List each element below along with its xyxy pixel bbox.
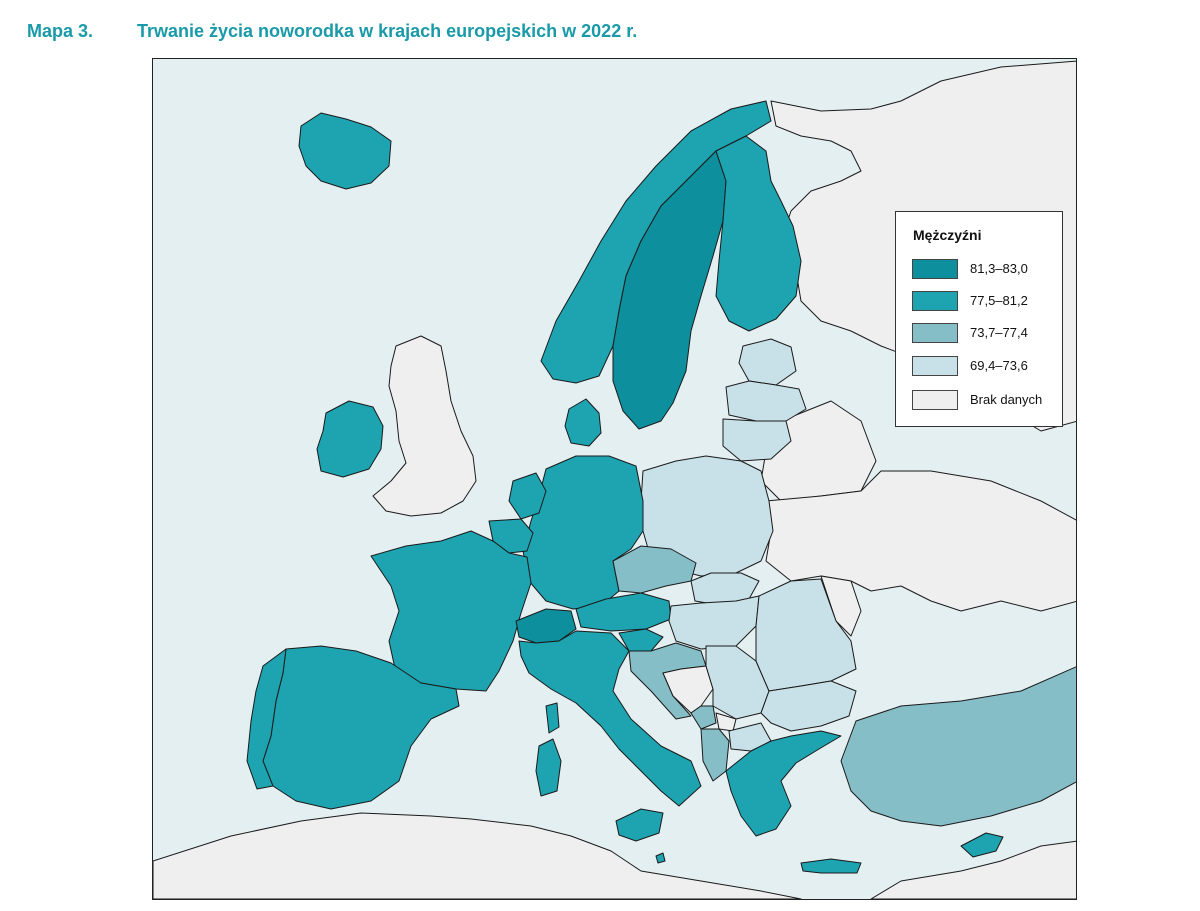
legend-title: Mężczyźni [913, 227, 982, 243]
europe-map [153, 60, 1076, 899]
country-cyprus [960, 832, 1004, 858]
legend-label-4: 69,4–73,6 [970, 358, 1028, 373]
island-sicily [615, 808, 664, 842]
country-denmark [564, 398, 602, 447]
region-north-africa [153, 812, 802, 899]
legend-label-1: 81,3–83,0 [970, 261, 1028, 276]
map-legend: Mężczyźni 81,3–83,0 77,5–81,2 73,7–77,4 … [895, 211, 1063, 427]
island-crete [800, 858, 862, 874]
country-hungary [668, 595, 760, 650]
island-sardinia [535, 738, 562, 797]
legend-label-3: 73,7–77,4 [970, 325, 1028, 340]
country-iceland [298, 112, 392, 190]
country-albania [700, 728, 730, 782]
country-france [370, 530, 532, 692]
country-bosnia [662, 665, 714, 714]
country-italy [518, 630, 702, 807]
country-latvia [725, 380, 807, 422]
legend-swatch-1 [912, 259, 958, 279]
map-frame: Mężczyźni 81,3–83,0 77,5–81,2 73,7–77,4 … [152, 58, 1077, 900]
country-netherlands [508, 472, 547, 520]
legend-swatch-3 [912, 323, 958, 343]
country-ireland [316, 400, 384, 478]
legend-item-2: 77,5–81,2 [912, 291, 1062, 311]
legend-label-5: Brak danych [970, 392, 1043, 407]
legend-item-3: 73,7–77,4 [912, 323, 1062, 343]
black-sea [861, 616, 1061, 706]
legend-item-5: Brak danych [912, 390, 1062, 410]
country-bulgaria [760, 680, 857, 732]
legend-label-2: 77,5–81,2 [970, 293, 1028, 308]
region-east-africa [870, 840, 1076, 899]
island-corsica [545, 702, 560, 734]
legend-swatch-4 [912, 356, 958, 376]
country-ukraine [765, 470, 1076, 612]
country-slovakia [690, 572, 760, 606]
country-switzerland [515, 608, 577, 644]
legend-swatch-2 [912, 291, 958, 311]
country-lithuania [722, 418, 792, 462]
country-serbia [705, 645, 770, 720]
legend-swatch-5 [912, 390, 958, 410]
country-montenegro [690, 705, 717, 730]
country-malta [655, 852, 666, 864]
country-finland [715, 135, 802, 332]
legend-item-1: 81,3–83,0 [912, 259, 1062, 279]
country-turkey [840, 666, 1076, 827]
country-uk [372, 335, 477, 517]
country-slovenia [618, 628, 664, 652]
country-estonia [738, 338, 797, 386]
country-poland [640, 455, 774, 577]
map-number: Mapa 3. [27, 21, 94, 41]
country-portugal [246, 648, 287, 790]
country-romania [755, 578, 857, 692]
map-title: Trwanie życia noworodka w krajach europe… [137, 21, 638, 41]
legend-item-4: 69,4–73,6 [912, 356, 1062, 376]
country-greece [725, 730, 842, 837]
